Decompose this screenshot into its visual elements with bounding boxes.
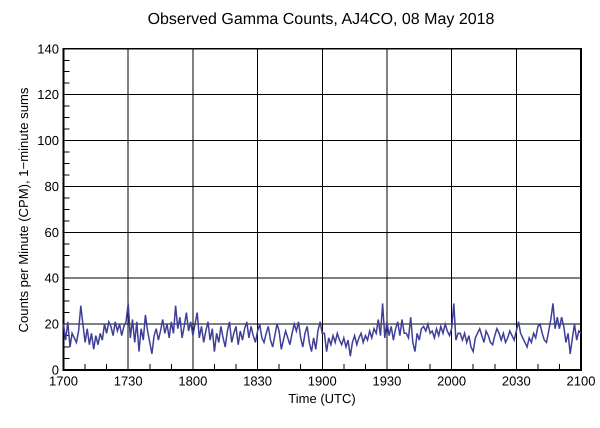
svg-text:40: 40	[45, 271, 59, 286]
svg-text:2030: 2030	[502, 374, 531, 389]
svg-text:Observed Gamma Counts, AJ4CO,: Observed Gamma Counts, AJ4CO, 08 May 201…	[148, 11, 495, 28]
svg-text:1830: 1830	[243, 374, 272, 389]
svg-text:60: 60	[45, 225, 59, 240]
svg-text:1700: 1700	[49, 374, 78, 389]
svg-text:120: 120	[37, 87, 59, 102]
svg-text:Counts per Minute (CPM), 1−min: Counts per Minute (CPM), 1−minute sums	[16, 87, 31, 332]
svg-text:140: 140	[37, 41, 59, 56]
svg-text:1930: 1930	[372, 374, 401, 389]
svg-text:1900: 1900	[308, 374, 337, 389]
svg-text:80: 80	[45, 179, 59, 194]
svg-text:Time (UTC): Time (UTC)	[288, 391, 355, 406]
svg-text:1800: 1800	[178, 374, 207, 389]
svg-text:1730: 1730	[114, 374, 143, 389]
svg-text:100: 100	[37, 133, 59, 148]
svg-text:0: 0	[52, 363, 59, 378]
svg-text:20: 20	[45, 317, 59, 332]
svg-text:2100: 2100	[567, 374, 596, 389]
svg-text:2000: 2000	[437, 374, 466, 389]
